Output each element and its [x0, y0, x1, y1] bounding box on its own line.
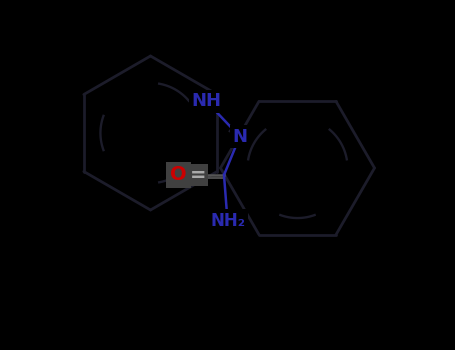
Text: N: N	[232, 127, 247, 146]
Text: O: O	[170, 166, 187, 184]
Text: =: =	[189, 166, 206, 184]
Text: NH: NH	[192, 92, 222, 111]
Text: NH₂: NH₂	[210, 211, 245, 230]
